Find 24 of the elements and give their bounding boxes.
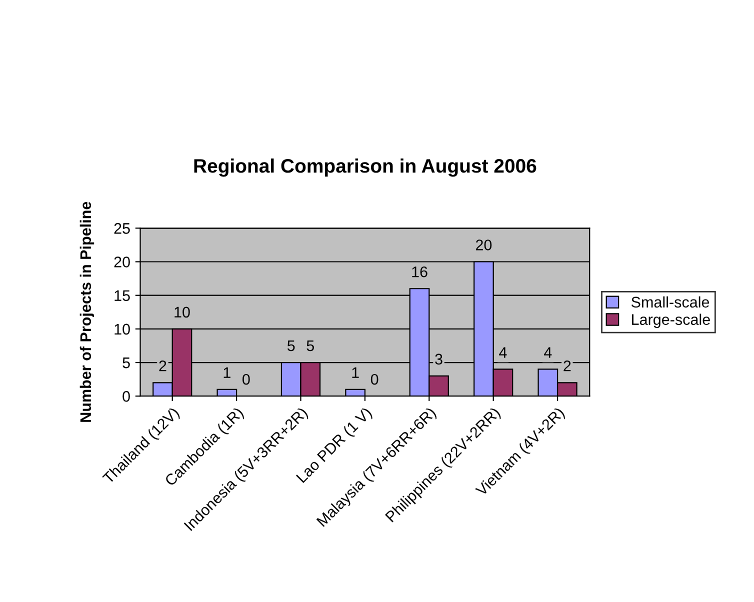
data-label: 2 bbox=[564, 360, 571, 372]
y-tick-label: 15 bbox=[114, 290, 130, 302]
y-axis-title: Number of Projects in Pipeline bbox=[80, 202, 94, 422]
y-tick-label: 0 bbox=[122, 390, 130, 402]
data-label: 0 bbox=[370, 374, 378, 385]
data-label: 20 bbox=[476, 240, 492, 250]
y-tick-label: 10 bbox=[114, 324, 130, 335]
data-label: 4 bbox=[499, 347, 507, 358]
chart-title: Regional Comparison in August 2006 bbox=[194, 158, 536, 177]
data-label: 4 bbox=[544, 347, 552, 358]
data-label: 0 bbox=[242, 374, 250, 385]
data-label: 5 bbox=[306, 340, 314, 352]
y-tick-label: 20 bbox=[114, 256, 130, 268]
data-label: 1 bbox=[224, 367, 230, 378]
data-label: 5 bbox=[287, 340, 295, 352]
data-label: 1 bbox=[352, 367, 359, 378]
y-tick-label: 5 bbox=[122, 358, 130, 368]
data-label: 2 bbox=[159, 360, 166, 372]
data-label: 3 bbox=[435, 354, 442, 365]
y-tick-label: 25 bbox=[114, 223, 130, 234]
legend-label: Small-scale bbox=[631, 296, 710, 308]
data-label: 10 bbox=[174, 306, 190, 318]
legend-label: Large-scale bbox=[632, 314, 710, 328]
data-label: 16 bbox=[412, 266, 428, 278]
